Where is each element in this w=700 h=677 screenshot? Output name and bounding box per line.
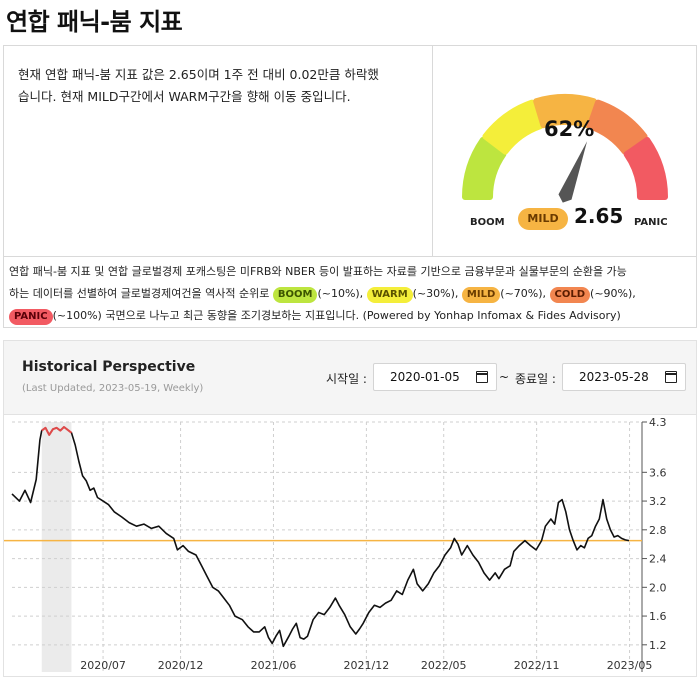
y-tick-label: 1.6: [649, 610, 667, 623]
y-tick-label: 2.8: [649, 524, 667, 537]
description-line-1: 연합 패닉-붐 지표 및 연합 글로벌경제 포캐스팅은 미FRB와 NBER 등…: [9, 265, 627, 278]
description-line-3: PANIC (~100%) 국면으로 나누고 최근 동향을 조기경보하는 지표입니…: [9, 305, 695, 327]
gauge-needle: [558, 141, 588, 203]
x-tick-label: 2021/12: [344, 659, 390, 672]
mild-tag: MILD: [461, 287, 501, 303]
vertical-divider: [432, 46, 433, 256]
indicator-description: 연합 패닉-붐 지표 및 연합 글로벌경제 포캐스팅은 미FRB와 NBER 등…: [9, 261, 695, 327]
cold-range: (~90%),: [590, 287, 636, 300]
gauge-segment: [623, 137, 668, 200]
y-tick-label: 2.4: [649, 553, 667, 566]
start-date-input[interactable]: 2020-01-05: [373, 363, 497, 391]
indicator-line: [11, 426, 630, 648]
last-updated: (Last Updated, 2023-05-19, Weekly): [22, 383, 204, 394]
summary-line-1: 현재 연합 패닉-붐 지표 값은 2.65이며 1주 전 대비 0.02만큼 하…: [18, 67, 379, 82]
panic-segment-line: [41, 426, 73, 436]
start-date-label: 시작일 :: [326, 372, 367, 386]
historical-chart: 4.3 3.6 3.2 2.8 2.4 2.0 1.6 1.2 2020/07 2020/12 20…: [4, 416, 698, 677]
x-tick-label: 2021/06: [251, 659, 297, 672]
boom-tag: BOOM: [272, 287, 318, 303]
historical-header: Historical Perspective (Last Updated, 20…: [4, 341, 696, 415]
boom-range: (~10%),: [317, 287, 367, 300]
historical-line-chart: 4.3 3.6 3.2 2.8 2.4 2.0 1.6 1.2 2020/07 2020/12 20…: [4, 416, 667, 672]
end-date-input[interactable]: 2023-05-28: [562, 363, 686, 391]
warm-range: (~30%),: [412, 287, 462, 300]
description-text: 하는 데이터를 선별하여 글로벌경제여건을 역사적 순위로: [9, 287, 273, 300]
gauge-segment: [482, 99, 544, 155]
x-tick-label: 2023/05: [607, 659, 653, 672]
calendar-icon[interactable]: [476, 371, 488, 383]
gauge-segment: [462, 137, 507, 200]
calendar-icon[interactable]: [665, 371, 677, 383]
date-range-separator: ~: [499, 370, 510, 384]
x-tick-label: 2020/07: [80, 659, 126, 672]
end-date-label: 종료일 :: [515, 372, 556, 386]
historical-perspective-panel: Historical Perspective (Last Updated, 20…: [3, 340, 697, 677]
x-tick-label: 2022/11: [514, 659, 560, 672]
x-tick-label: 2022/05: [421, 659, 467, 672]
y-tick-label: 4.3: [649, 416, 667, 429]
gauge-segment: [586, 99, 648, 155]
gauge-arc: [462, 94, 668, 203]
y-tick-label: 3.6: [649, 466, 667, 479]
status-badge: MILD: [518, 208, 568, 230]
summary-line-2: 습니다. 현재 MILD구간에서 WARM구간을 향해 이동 중입니다.: [18, 89, 351, 104]
gauge-boom-label: BOOM: [470, 217, 505, 228]
page-title: 연합 패닉-붐 지표: [6, 8, 183, 36]
horizontal-divider: [4, 256, 696, 257]
indicator-value: 2.65: [574, 204, 624, 228]
panic-range: (~100%) 국면으로 나누고 최근 동향을 조기경보하는 지표입니다. (P…: [52, 309, 621, 322]
cold-tag: COLD: [549, 287, 591, 303]
y-tick-label: 1.2: [649, 639, 667, 652]
gauge-percent: 62%: [544, 117, 595, 141]
x-tick-label: 2020/12: [158, 659, 204, 672]
historical-title: Historical Perspective: [22, 359, 196, 375]
end-date-value: 2023-05-28: [579, 370, 649, 384]
y-tick-label: 2.0: [649, 581, 667, 594]
panic-boom-gauge: 62% BOOM PANIC MILD 2.65: [434, 47, 696, 255]
shaded-period: [41, 422, 72, 672]
start-date-value: 2020-01-05: [390, 370, 460, 384]
mild-range: (~70%),: [500, 287, 550, 300]
indicator-info-panel: 현재 연합 패닉-붐 지표 값은 2.65이며 1주 전 대비 0.02만큼 하…: [3, 45, 697, 328]
warm-tag: WARM: [366, 287, 413, 303]
description-line-2: 하는 데이터를 선별하여 글로벌경제여건을 역사적 순위로 BOOM (~10%)…: [9, 283, 695, 305]
indicator-summary: 현재 연합 패닉-붐 지표 값은 2.65이며 1주 전 대비 0.02만큼 하…: [18, 64, 418, 108]
gauge-panic-label: PANIC: [634, 217, 668, 228]
y-tick-label: 3.2: [649, 495, 667, 508]
panic-tag: PANIC: [9, 309, 53, 325]
gauge-segment: [533, 94, 597, 129]
